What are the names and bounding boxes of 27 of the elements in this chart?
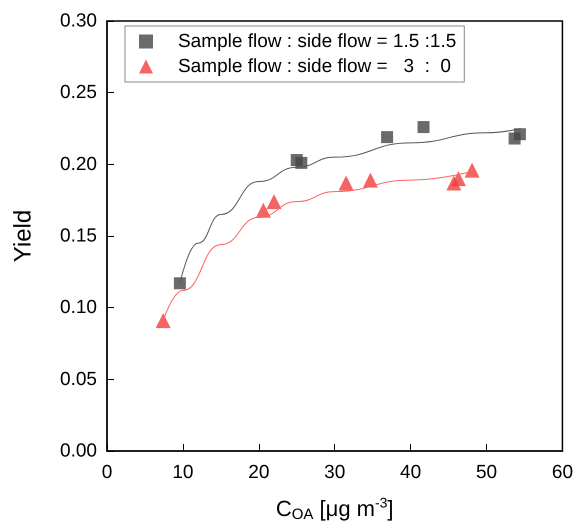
legend-label: Sample flow : side flow = 3 : 0 [178, 56, 451, 77]
y-tick-label: 0.30 [60, 10, 97, 32]
y-tick-label: 0.20 [60, 154, 97, 175]
point [156, 313, 171, 328]
point [338, 175, 354, 190]
x-tick-label: 20 [248, 462, 270, 483]
point [450, 171, 466, 186]
x-tick-label: 30 [324, 462, 346, 483]
point [174, 277, 186, 290]
x-tick-label: 50 [476, 462, 498, 483]
point [514, 128, 526, 140]
point [266, 194, 282, 210]
y-tick-label: 0.05 [60, 368, 97, 390]
x-tick-label: 10 [172, 462, 194, 483]
legend-label: Sample flow : side flow = 1.5 :1.5 [178, 31, 456, 52]
point [464, 162, 480, 178]
point [295, 156, 308, 169]
y-axis-title: Yield [10, 210, 36, 262]
point [418, 121, 430, 134]
x-tick-label: 60 [552, 462, 574, 483]
y-tick-label: 0.25 [60, 82, 97, 104]
x-tick-label: 0 [102, 462, 112, 483]
y-tick-label: 0.10 [60, 297, 97, 318]
y-tick-label: 0.15 [60, 226, 97, 246]
point [381, 131, 394, 144]
x-tick-label: 40 [400, 462, 422, 483]
y-tick-label: 0.00 [60, 440, 97, 462]
